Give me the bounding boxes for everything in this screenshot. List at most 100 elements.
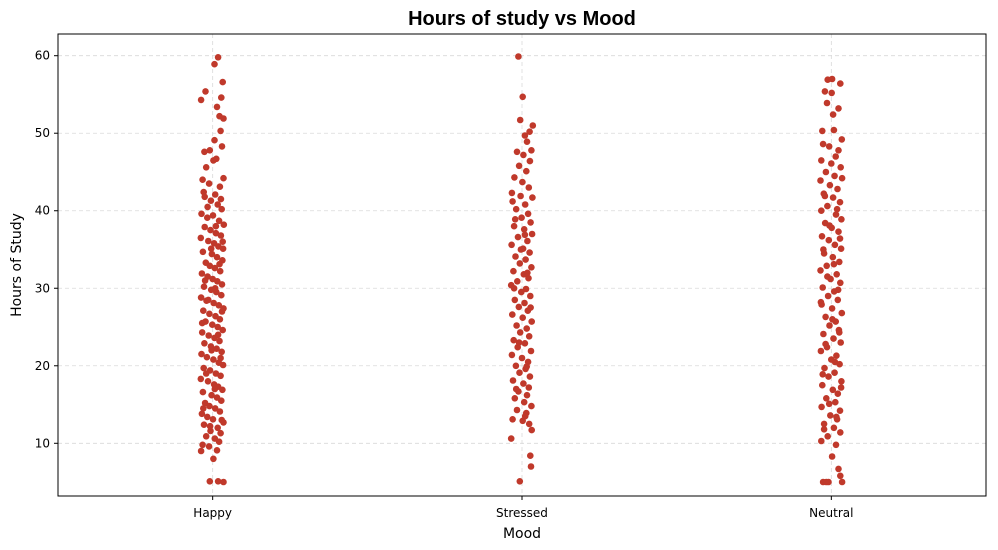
data-point-neutral	[821, 192, 829, 200]
data-point-stressed	[524, 210, 532, 218]
data-point-neutral	[830, 335, 837, 342]
data-point-happy	[218, 291, 225, 299]
data-point-neutral	[824, 202, 831, 210]
x-axis-label: Mood	[503, 526, 541, 542]
data-point-happy	[216, 183, 224, 190]
data-point-happy	[197, 96, 205, 104]
data-point-happy	[216, 337, 223, 345]
data-point-happy	[203, 353, 211, 361]
data-point-happy	[199, 176, 206, 183]
data-point-stressed	[525, 274, 532, 282]
data-point-happy	[202, 88, 209, 95]
data-point-neutral	[837, 279, 844, 287]
data-point-neutral	[828, 89, 835, 97]
data-point-neutral	[836, 258, 843, 266]
data-point-stressed	[510, 336, 517, 344]
data-point-happy	[216, 316, 224, 323]
data-point-neutral	[818, 157, 825, 164]
data-point-happy	[208, 347, 215, 354]
data-point-neutral	[817, 177, 824, 184]
y-tick-label: 20	[35, 359, 50, 373]
data-point-stressed	[527, 463, 535, 470]
data-point-neutral	[836, 235, 844, 242]
data-point-happy	[214, 424, 221, 432]
data-point-neutral	[818, 233, 826, 240]
data-point-happy	[205, 180, 213, 187]
data-point-happy	[204, 203, 211, 211]
data-point-stressed	[508, 189, 516, 197]
data-point-stressed	[518, 354, 526, 362]
data-point-happy	[217, 372, 224, 380]
data-point-happy	[211, 60, 218, 68]
data-point-neutral	[824, 292, 832, 300]
data-point-happy	[207, 245, 215, 252]
data-point-stressed	[507, 435, 515, 442]
data-point-neutral	[829, 111, 837, 118]
data-point-stressed	[527, 452, 534, 460]
data-point-happy	[200, 405, 207, 412]
data-point-happy	[204, 214, 211, 221]
data-point-happy	[209, 321, 216, 329]
data-point-stressed	[509, 377, 517, 384]
data-point-stressed	[521, 299, 528, 307]
data-point-stressed	[512, 253, 519, 260]
data-point-stressed	[518, 288, 525, 296]
data-point-neutral	[820, 246, 827, 253]
y-tick-label: 50	[35, 126, 50, 140]
data-point-neutral	[828, 305, 836, 312]
data-point-happy	[198, 270, 206, 277]
data-point-stressed	[516, 329, 524, 336]
data-point-happy	[220, 478, 227, 486]
data-point-stressed	[523, 167, 530, 175]
data-point-neutral	[825, 478, 832, 486]
data-point-stressed	[509, 198, 516, 205]
data-point-stressed	[513, 322, 520, 329]
data-point-stressed	[521, 201, 529, 208]
data-point-stressed	[508, 241, 515, 249]
data-point-happy	[200, 307, 207, 315]
data-point-stressed	[513, 406, 521, 414]
data-point-stressed	[514, 233, 522, 241]
data-point-neutral	[819, 127, 826, 135]
data-point-stressed	[528, 318, 535, 325]
y-tick-label: 10	[35, 436, 50, 450]
data-point-stressed	[516, 116, 524, 124]
data-point-neutral	[833, 352, 840, 360]
data-point-happy	[206, 147, 214, 154]
data-point-happy	[202, 164, 210, 171]
data-point-neutral	[829, 386, 837, 394]
data-point-neutral	[818, 207, 825, 214]
data-point-stressed	[517, 246, 525, 253]
data-point-stressed	[512, 385, 520, 393]
data-point-stressed	[519, 93, 526, 101]
data-point-neutral	[819, 381, 826, 389]
data-point-neutral	[836, 329, 843, 336]
data-point-happy	[199, 248, 207, 256]
data-point-neutral	[835, 147, 842, 154]
data-point-happy	[209, 416, 217, 423]
data-point-happy	[211, 285, 219, 292]
data-point-happy	[219, 238, 226, 245]
data-point-neutral	[828, 160, 835, 167]
data-point-stressed	[524, 237, 531, 245]
data-point-neutral	[826, 181, 834, 189]
data-point-neutral	[829, 194, 837, 201]
data-point-happy	[200, 421, 208, 429]
data-point-happy	[219, 78, 226, 86]
data-point-neutral	[822, 340, 829, 348]
data-point-stressed	[512, 362, 520, 370]
data-point-happy	[218, 348, 225, 356]
data-point-neutral	[835, 105, 842, 112]
data-point-stressed	[515, 53, 522, 60]
data-point-happy	[216, 260, 223, 268]
y-tick-label: 60	[35, 49, 50, 63]
data-point-neutral	[821, 88, 829, 95]
data-point-neutral	[834, 185, 841, 193]
data-point-stressed	[509, 311, 516, 318]
data-point-happy	[201, 340, 208, 347]
data-point-neutral	[823, 395, 830, 402]
data-point-happy	[219, 361, 227, 369]
data-point-happy	[219, 245, 227, 252]
data-point-happy	[214, 54, 222, 61]
